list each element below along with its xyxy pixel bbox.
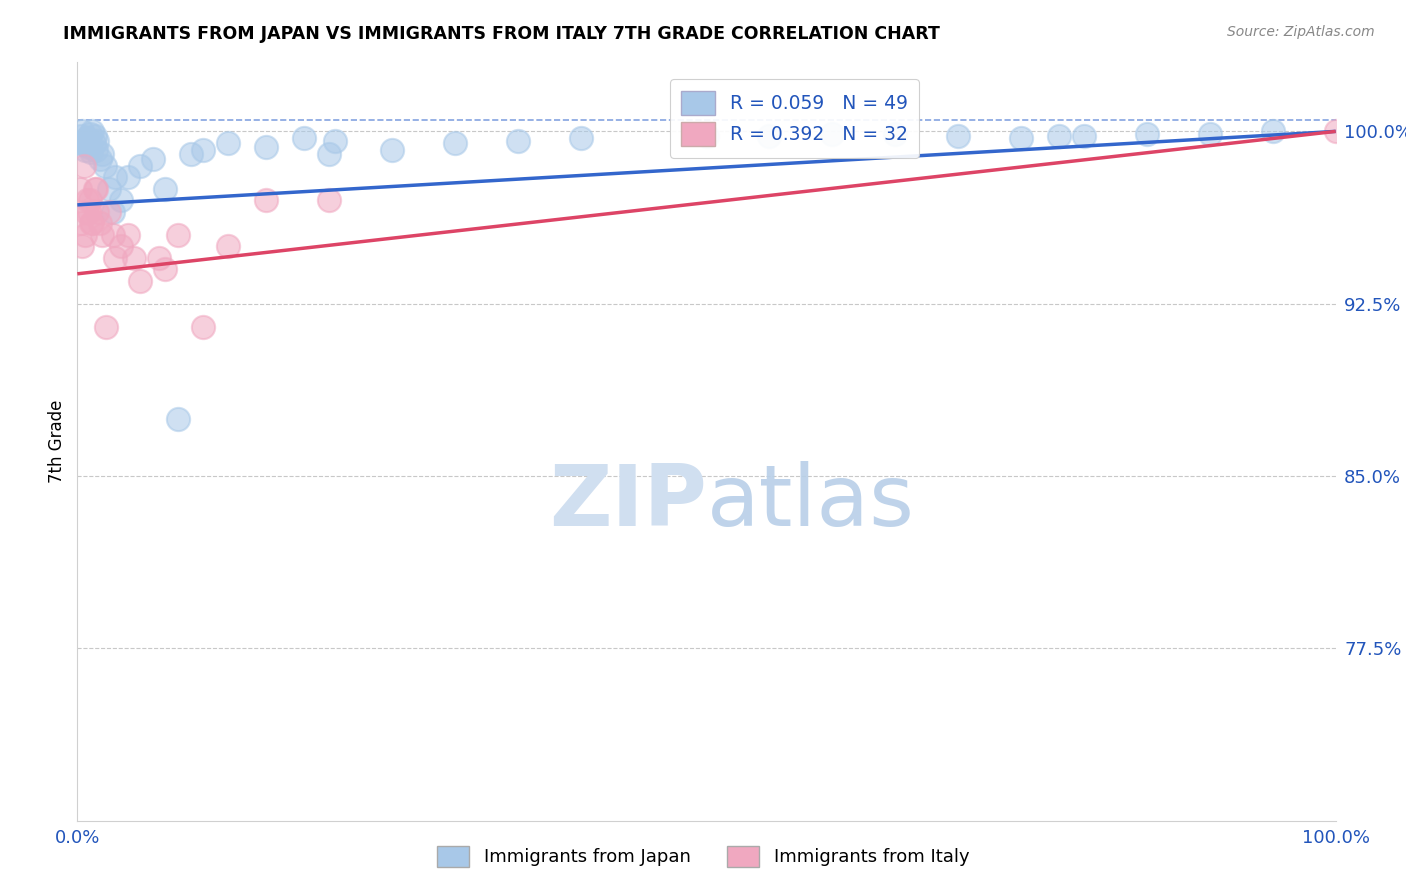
Point <box>94 159 117 173</box>
Point <box>86 134 108 148</box>
Point <box>84 182 107 196</box>
Point <box>254 140 277 154</box>
Point <box>217 136 239 150</box>
Text: Source: ZipAtlas.com: Source: ZipAtlas.com <box>1227 25 1375 39</box>
Point <box>96 319 118 334</box>
Point <box>948 128 970 143</box>
Point <box>70 128 93 143</box>
Point <box>1198 127 1220 141</box>
Point <box>155 262 177 277</box>
Point <box>101 204 124 219</box>
Point <box>83 136 105 150</box>
Point <box>79 127 101 141</box>
Point <box>84 128 107 143</box>
Point <box>97 204 120 219</box>
Point <box>75 204 97 219</box>
Point <box>77 140 100 154</box>
Point <box>821 127 844 141</box>
Point <box>191 319 215 334</box>
Point <box>1261 124 1284 138</box>
Point <box>696 128 718 143</box>
Point <box>72 239 94 253</box>
Point <box>506 134 529 148</box>
Point <box>1136 127 1159 141</box>
Point <box>91 147 114 161</box>
Point <box>80 145 103 159</box>
Point <box>122 251 145 265</box>
Point <box>97 182 120 196</box>
Point <box>89 216 111 230</box>
Point <box>117 170 139 185</box>
Point <box>381 143 404 157</box>
Point <box>104 251 127 265</box>
Point <box>110 239 132 253</box>
Point <box>110 194 132 208</box>
Point <box>75 138 97 153</box>
Point <box>444 136 467 150</box>
Point <box>129 274 152 288</box>
Point <box>254 194 277 208</box>
Point <box>1010 131 1032 145</box>
Point <box>1073 128 1095 143</box>
Point <box>191 143 215 157</box>
Point <box>142 152 165 166</box>
Point <box>323 134 346 148</box>
Point <box>82 124 104 138</box>
Point <box>86 204 108 219</box>
Point <box>76 131 98 145</box>
Point <box>217 239 239 253</box>
Point <box>70 216 93 230</box>
Point <box>884 127 907 141</box>
Point <box>292 131 315 145</box>
Point <box>1324 124 1347 138</box>
Point <box>91 227 114 242</box>
Point <box>76 194 98 208</box>
Point <box>180 147 202 161</box>
Point <box>155 182 177 196</box>
Point <box>80 216 103 230</box>
Point <box>77 204 100 219</box>
Point <box>758 128 780 143</box>
Point <box>318 194 340 208</box>
Point <box>73 227 96 242</box>
Point <box>569 131 592 145</box>
Legend: R = 0.059   N = 49, R = 0.392   N = 32: R = 0.059 N = 49, R = 0.392 N = 32 <box>671 79 920 158</box>
Point <box>101 227 124 242</box>
Point <box>104 170 127 185</box>
Point <box>79 194 101 208</box>
Point <box>84 182 107 196</box>
Point <box>1047 128 1070 143</box>
Point <box>84 143 107 157</box>
Point <box>73 143 96 157</box>
Point <box>89 152 111 166</box>
Legend: Immigrants from Japan, Immigrants from Italy: Immigrants from Japan, Immigrants from I… <box>429 838 977 874</box>
Point <box>72 159 94 173</box>
Point <box>69 136 91 150</box>
Text: ZIP: ZIP <box>548 460 707 544</box>
Point <box>82 216 104 230</box>
Point <box>167 227 190 242</box>
Text: atlas: atlas <box>707 460 914 544</box>
Y-axis label: 7th Grade: 7th Grade <box>48 400 66 483</box>
Point <box>69 182 91 196</box>
Text: IMMIGRANTS FROM JAPAN VS IMMIGRANTS FROM ITALY 7TH GRADE CORRELATION CHART: IMMIGRANTS FROM JAPAN VS IMMIGRANTS FROM… <box>63 25 941 43</box>
Point <box>72 124 94 138</box>
Point <box>148 251 170 265</box>
Point <box>129 159 152 173</box>
Point <box>72 134 94 148</box>
Point <box>117 227 139 242</box>
Point <box>318 147 340 161</box>
Point <box>167 411 190 425</box>
